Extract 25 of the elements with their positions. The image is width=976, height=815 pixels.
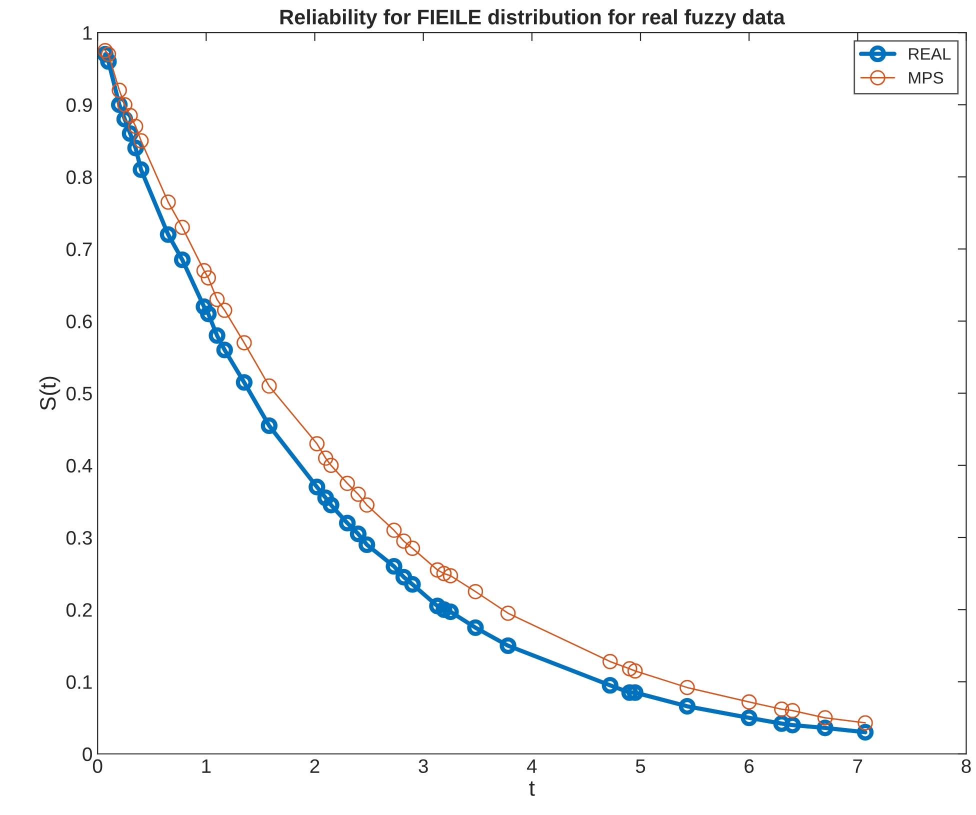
y-tick-label: 0.2 xyxy=(66,603,92,617)
x-tick-label: 4 xyxy=(526,759,537,773)
x-tick-label: 7 xyxy=(853,759,862,773)
y-tick-label: 0.4 xyxy=(66,458,92,473)
y-tick-label: 0.6 xyxy=(66,314,92,328)
x-tick-label: 2 xyxy=(310,759,320,773)
y-axis-title: S(t) xyxy=(39,376,60,410)
legend-label: REAL xyxy=(909,48,951,60)
y-tick-label: 0.7 xyxy=(66,242,92,256)
y-tick-label: 0 xyxy=(82,747,92,762)
y-tick-label: 0.1 xyxy=(66,675,92,689)
y-tick-label: 0.9 xyxy=(66,98,92,112)
x-tick-label: 6 xyxy=(744,759,754,774)
x-axis-title: t xyxy=(529,781,535,796)
x-tick-label: 8 xyxy=(962,759,971,774)
x-tick-label: 1 xyxy=(202,759,211,773)
y-tick-label: 1 xyxy=(83,26,92,40)
y-tick-label: 0.8 xyxy=(66,170,92,184)
x-tick-label: 5 xyxy=(636,759,646,774)
chart-title: Reliability for FIEILE distribution for real fuzzy data xyxy=(280,9,785,29)
y-tick-label: 0.3 xyxy=(66,530,92,545)
y-tick-label: 0.5 xyxy=(66,386,92,400)
legend-label: MPS xyxy=(909,72,944,84)
x-tick-label: 0 xyxy=(92,759,102,774)
x-tick-label: 3 xyxy=(418,759,428,774)
